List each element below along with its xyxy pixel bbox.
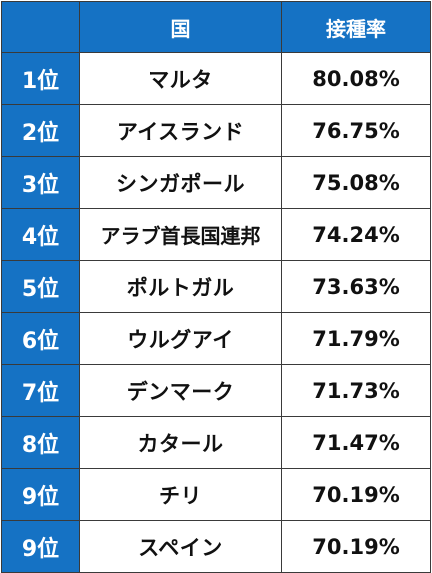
rank-cell: 3位 (1, 156, 80, 209)
table-row: 6位 ウルグアイ 71.79% (1, 312, 431, 365)
rate-cell: 73.63% (281, 260, 431, 313)
rate-cell: 80.08% (281, 52, 431, 105)
rate-cell: 71.47% (281, 416, 431, 469)
country-cell: ウルグアイ (79, 312, 282, 365)
rank-cell: 1位 (1, 52, 80, 105)
rank-cell: 2位 (1, 104, 80, 157)
rate-cell: 70.19% (281, 468, 431, 521)
country-cell: チリ (79, 468, 282, 521)
table-row: 5位 ポルトガル 73.63% (1, 260, 431, 313)
rate-cell: 71.73% (281, 364, 431, 417)
rank-cell: 8位 (1, 416, 80, 469)
country-cell: シンガポール (79, 156, 282, 209)
table-row: 9位 チリ 70.19% (1, 468, 431, 521)
header-rate: 接種率 (281, 1, 431, 53)
rank-cell: 9位 (1, 468, 80, 521)
rate-cell: 75.08% (281, 156, 431, 209)
rank-cell: 4位 (1, 208, 80, 261)
rate-cell: 70.19% (281, 520, 431, 573)
table-row: 3位 シンガポール 75.08% (1, 156, 431, 209)
table-row: 7位 デンマーク 71.73% (1, 364, 431, 417)
header-rank (1, 1, 80, 53)
rate-cell: 74.24% (281, 208, 431, 261)
rank-cell: 5位 (1, 260, 80, 313)
rate-cell: 71.79% (281, 312, 431, 365)
table-row: 9位 スペイン 70.19% (1, 520, 431, 573)
rate-cell: 76.75% (281, 104, 431, 157)
table-header-row: 国 接種率 (1, 1, 431, 53)
table-row: 8位 カタール 71.47% (1, 416, 431, 469)
country-cell: マルタ (79, 52, 282, 105)
country-cell: アラブ首長国連邦 (79, 208, 282, 261)
table-row: 1位 マルタ 80.08% (1, 52, 431, 105)
country-cell: アイスランド (79, 104, 282, 157)
table-row: 4位 アラブ首長国連邦 74.24% (1, 208, 431, 261)
rank-cell: 7位 (1, 364, 80, 417)
rank-cell: 6位 (1, 312, 80, 365)
rank-cell: 9位 (1, 520, 80, 573)
country-cell: スペイン (79, 520, 282, 573)
country-cell: ポルトガル (79, 260, 282, 313)
table-row: 2位 アイスランド 76.75% (1, 104, 431, 157)
country-cell: カタール (79, 416, 282, 469)
header-country: 国 (79, 1, 282, 53)
country-cell: デンマーク (79, 364, 282, 417)
